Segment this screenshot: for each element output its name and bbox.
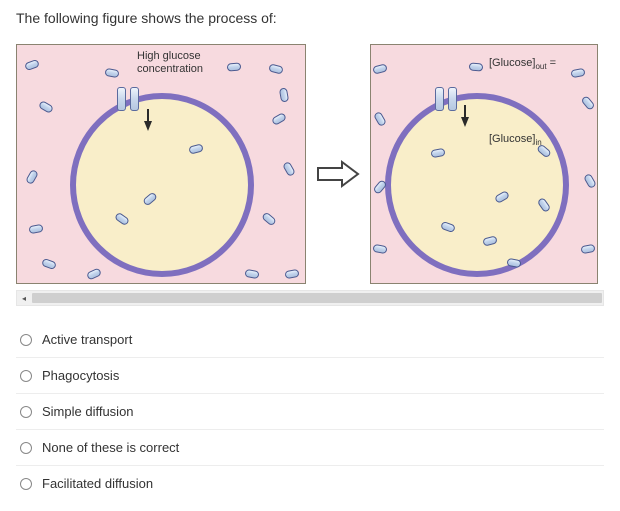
label-glucose-out: [Glucose]out = xyxy=(489,57,556,71)
glucose-molecule-out xyxy=(261,211,277,226)
glucose-molecule-out xyxy=(271,112,287,126)
glucose-molecule-out xyxy=(279,87,289,102)
channel-protein xyxy=(117,87,139,111)
option-row[interactable]: Active transport xyxy=(16,322,604,358)
option-label: Simple diffusion xyxy=(42,404,134,419)
horizontal-scrollbar[interactable]: ◂ xyxy=(16,290,604,306)
glucose-molecule-out xyxy=(38,100,54,114)
glucose-molecule-out xyxy=(373,111,387,127)
glucose-molecule-out xyxy=(372,244,387,254)
option-label: Active transport xyxy=(42,332,132,347)
glucose-molecule-out xyxy=(28,224,43,234)
down-arrow-icon xyxy=(144,121,152,131)
question-text: The following figure shows the process o… xyxy=(16,10,604,26)
cell xyxy=(385,93,569,277)
options-list: Active transport Phagocytosis Simple dif… xyxy=(16,322,604,501)
option-label: Phagocytosis xyxy=(42,368,119,383)
option-label: Facilitated diffusion xyxy=(42,476,153,491)
transition-arrow xyxy=(314,158,362,190)
glucose-molecule-out xyxy=(244,269,259,279)
option-row[interactable]: Phagocytosis xyxy=(16,358,604,394)
glucose-molecule-out xyxy=(580,244,595,254)
glucose-molecule-out xyxy=(227,62,242,71)
glucose-molecule-out xyxy=(41,258,57,270)
scroll-left-button[interactable]: ◂ xyxy=(17,291,31,305)
glucose-molecule-out xyxy=(284,269,299,279)
down-arrow-icon xyxy=(461,117,469,127)
scroll-thumb[interactable] xyxy=(32,293,602,303)
glucose-molecule-out xyxy=(24,59,40,71)
glucose-molecule-out xyxy=(372,63,388,74)
diagram-row: High glucoseconcentration [Glucose]out =… xyxy=(16,44,604,284)
glucose-molecule-out xyxy=(282,161,296,177)
radio-icon[interactable] xyxy=(20,442,32,454)
option-row[interactable]: Facilitated diffusion xyxy=(16,466,604,501)
panel-left: High glucoseconcentration xyxy=(16,44,306,284)
channel-protein xyxy=(435,87,457,111)
label-high-glucose: High glucoseconcentration xyxy=(137,50,203,75)
option-label: None of these is correct xyxy=(42,440,179,455)
glucose-molecule-out xyxy=(86,267,102,280)
glucose-molecule-out xyxy=(570,68,585,78)
glucose-molecule-out xyxy=(25,169,39,185)
radio-icon[interactable] xyxy=(20,478,32,490)
radio-icon[interactable] xyxy=(20,406,32,418)
glucose-molecule-out xyxy=(583,173,597,189)
glucose-molecule-out xyxy=(580,95,595,111)
glucose-molecule-out xyxy=(104,68,119,78)
option-row[interactable]: Simple diffusion xyxy=(16,394,604,430)
label-glucose-in: [Glucose]in xyxy=(489,133,542,147)
option-row[interactable]: None of these is correct xyxy=(16,430,604,466)
glucose-molecule-out xyxy=(268,63,284,74)
radio-icon[interactable] xyxy=(20,334,32,346)
panel-right: [Glucose]out = [Glucose]in xyxy=(370,44,598,284)
radio-icon[interactable] xyxy=(20,370,32,382)
glucose-molecule-out xyxy=(469,62,484,71)
cell xyxy=(70,93,254,277)
